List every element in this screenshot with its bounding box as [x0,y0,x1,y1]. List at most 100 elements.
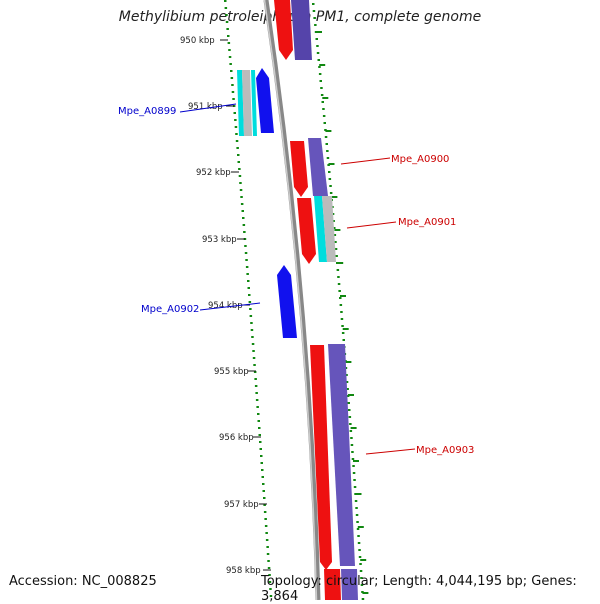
gc-dot [253,364,256,366]
gc-dot [246,273,249,275]
gc-dot [349,423,352,425]
gene-a0902[interactable] [277,265,297,338]
gene-a0901-cds[interactable] [297,198,316,264]
tick-label-954: 954 kbp [208,301,243,311]
gc-dot [325,143,328,145]
gene-a0900-cds[interactable] [290,141,308,197]
gc-dot [255,392,258,394]
tick-label-958: 958 kbp [226,566,261,576]
gc-dot [230,77,234,79]
gc-tick [360,559,367,561]
gc-dot [232,98,235,100]
gc-dot [316,52,320,54]
gc-dot [318,73,322,75]
gc-dot [267,560,270,562]
gc-dot [245,259,248,261]
gene-forward-cds[interactable] [274,0,293,60]
label-a0902[interactable]: Mpe_A0902 [141,304,199,315]
gene-forward-feature-bottom[interactable] [341,569,358,600]
gc-dot [340,318,344,320]
tick-marks [220,39,271,571]
gc-dot [313,17,316,19]
gc-tick [345,361,352,363]
tick-label-951: 951 kbp [188,102,223,112]
gene-a0903-cds[interactable] [310,345,332,570]
gene-reverse-misc-2[interactable] [251,70,257,136]
gene-a0903-feature[interactable] [328,344,355,566]
gc-dot [264,518,267,520]
gc-dot [227,35,230,37]
tick-label-955: 955 kbp [214,367,249,377]
gc-tick [328,163,335,165]
gene-a0901-grey[interactable] [322,196,336,262]
gc-dot [317,59,320,61]
gc-dot [235,140,239,142]
gc-dot [341,325,344,327]
leader-a0903 [365,448,416,455]
gc-dot [234,119,237,121]
gc-dot [322,108,325,110]
gc-dot [314,24,317,26]
gene-a0900-feature[interactable] [308,138,328,196]
gc-dot [268,574,271,576]
accession-text: Accession: NC_008825 [9,574,157,589]
gc-dot [269,595,273,597]
gc-dot [249,308,252,310]
gc-dot [244,252,248,254]
gene-a0901-misc[interactable] [314,196,327,262]
gc-dot [267,567,271,569]
gc-dot [353,479,356,481]
label-a0903[interactable]: Mpe_A0903 [416,445,474,456]
gc-dot [237,154,240,156]
gc-dot [242,224,246,226]
gc-tick [340,295,346,297]
gc-tick [316,31,322,33]
leader-a0901 [346,221,397,229]
tick-label-953: 953 kbp [202,235,237,245]
gc-dot [236,147,239,149]
gc-dot [328,178,332,180]
gc-dot [259,448,262,450]
gene-forward-cds-bottom[interactable] [324,569,341,600]
gc-dot [324,136,328,138]
gc-dot [336,269,340,271]
gc-dot [358,556,362,558]
gc-dot [233,112,236,114]
label-a0900[interactable]: Mpe_A0900 [391,154,449,165]
gc-dot [348,416,352,418]
gc-dot [261,469,264,471]
gc-dot [242,217,245,219]
gene-a0899[interactable] [256,68,274,133]
gc-dot [356,528,360,530]
gc-dot [258,434,261,436]
gc-dot [263,504,266,506]
tick-label-957: 957 kbp [224,500,259,510]
gc-dot [356,521,359,523]
gc-dot [342,339,345,341]
gene-reverse-grey[interactable] [242,70,252,136]
gc-dot [351,458,355,460]
gc-dot [234,126,238,128]
gc-dot [316,45,319,47]
label-a0899[interactable]: Mpe_A0899 [118,106,176,117]
gc-dot [320,87,323,89]
gc-dot [228,49,231,51]
gc-dot [312,3,315,5]
gc-dot [227,42,231,44]
gc-tick [342,328,349,330]
gc-dot [240,196,243,198]
label-a0901[interactable]: Mpe_A0901 [398,217,456,228]
gc-dot [260,462,263,464]
gc-tick [334,229,341,231]
gc-dot [265,539,269,541]
gc-dot [337,276,340,278]
gc-tick [319,64,326,66]
gene-reverse-misc[interactable] [237,70,244,136]
gc-dot [333,227,336,229]
gc-dot [354,500,358,502]
gc-dot [268,581,272,583]
gc-dot [248,301,252,303]
gene-forward-feature[interactable] [291,0,312,60]
gc-dot [349,430,353,432]
